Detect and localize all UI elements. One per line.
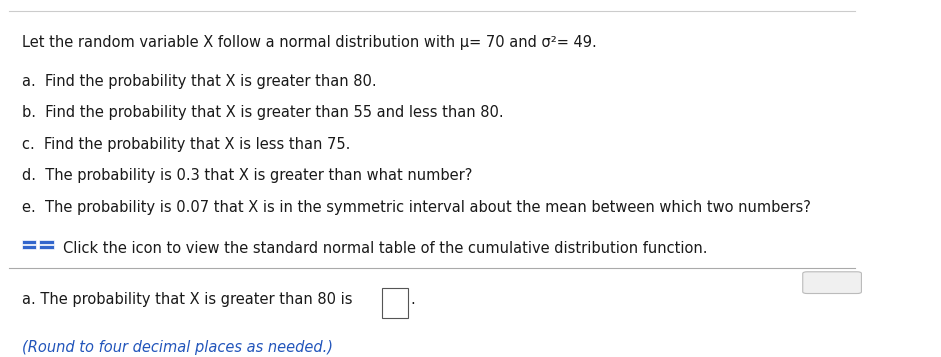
Text: d.  The probability is 0.3 that X is greater than what number?: d. The probability is 0.3 that X is grea…	[22, 168, 472, 183]
Text: a.  Find the probability that X is greater than 80.: a. Find the probability that X is greate…	[22, 74, 376, 89]
FancyBboxPatch shape	[39, 245, 54, 250]
Text: b.  Find the probability that X is greater than 55 and less than 80.: b. Find the probability that X is greate…	[22, 105, 503, 120]
Text: .: .	[411, 292, 416, 307]
FancyBboxPatch shape	[803, 272, 861, 293]
Text: ···: ···	[829, 278, 838, 288]
FancyBboxPatch shape	[22, 245, 37, 250]
Text: c.  Find the probability that X is less than 75.: c. Find the probability that X is less t…	[22, 137, 350, 152]
FancyBboxPatch shape	[382, 288, 408, 318]
Text: e.  The probability is 0.07 that X is in the symmetric interval about the mean b: e. The probability is 0.07 that X is in …	[22, 200, 810, 215]
Text: Let the random variable X follow a normal distribution with μ​= 70 and σ²​= 49.: Let the random variable X follow a norma…	[22, 35, 597, 50]
FancyBboxPatch shape	[39, 240, 54, 244]
Text: a. The probability that X is greater than 80 is: a. The probability that X is greater tha…	[22, 292, 357, 307]
FancyBboxPatch shape	[22, 240, 37, 244]
Text: (Round to four decimal places as needed.): (Round to four decimal places as needed.…	[22, 340, 332, 355]
Text: Click the icon to view the standard normal table of the cumulative distribution : Click the icon to view the standard norm…	[63, 241, 708, 256]
